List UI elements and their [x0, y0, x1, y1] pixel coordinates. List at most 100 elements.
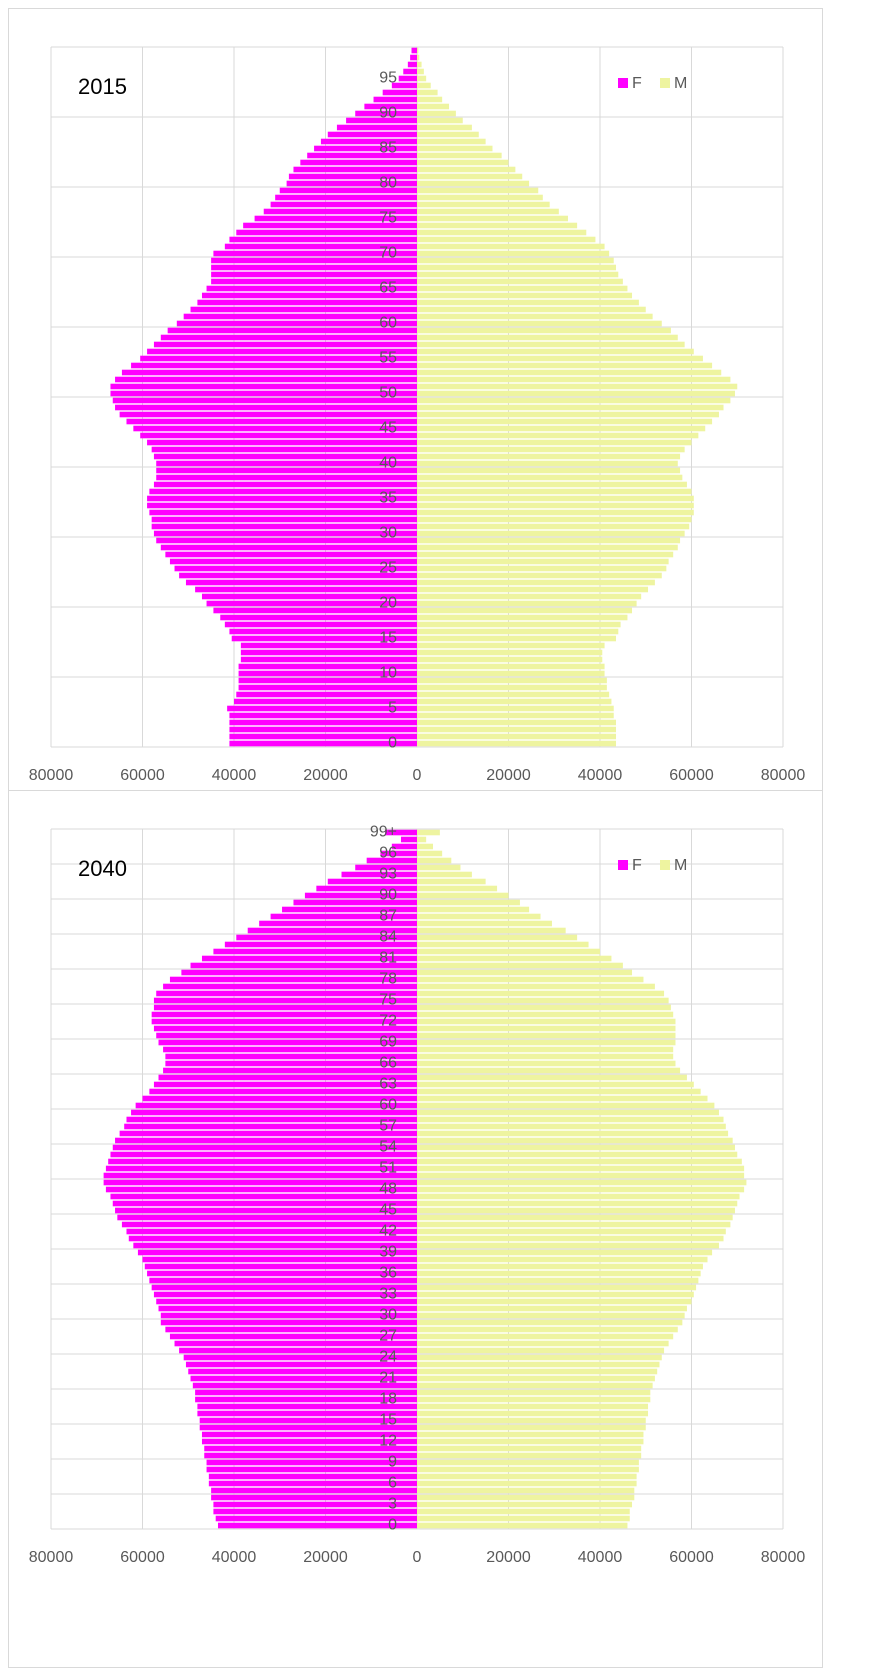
- legend-label: F: [632, 857, 642, 874]
- bar: [417, 1242, 719, 1249]
- bar: [115, 404, 418, 411]
- y-tick-label: 30: [379, 1307, 397, 1324]
- bar: [417, 138, 486, 145]
- bar: [417, 61, 422, 68]
- bar: [149, 1088, 418, 1095]
- bar: [417, 369, 722, 376]
- bar: [417, 1508, 630, 1515]
- bar: [417, 1438, 644, 1445]
- y-tick-label: 50: [379, 385, 397, 402]
- bar: [417, 1102, 715, 1109]
- bar: [400, 836, 417, 843]
- bar: [417, 1452, 642, 1459]
- bar: [417, 467, 681, 474]
- bar: [142, 1095, 417, 1102]
- bar: [417, 1361, 660, 1368]
- bar: [149, 509, 418, 516]
- bar: [238, 677, 417, 684]
- y-tick-label: 20: [379, 595, 397, 612]
- bar: [103, 1172, 418, 1179]
- bar: [417, 1522, 628, 1529]
- bar: [417, 1263, 703, 1270]
- bar: [206, 1466, 417, 1473]
- bar: [417, 1172, 745, 1179]
- bar: [240, 649, 417, 656]
- bar: [229, 719, 417, 726]
- bar: [417, 829, 440, 836]
- bar: [229, 628, 417, 635]
- y-tick-label: 36: [379, 1265, 397, 1282]
- bar: [176, 320, 417, 327]
- bar: [320, 138, 417, 145]
- bar: [304, 892, 417, 899]
- bar: [417, 1109, 719, 1116]
- bar: [417, 341, 685, 348]
- bar: [165, 1060, 417, 1067]
- bar: [417, 313, 653, 320]
- bar: [254, 215, 417, 222]
- x-tick-label: 80000: [761, 1549, 806, 1566]
- bar: [201, 292, 417, 299]
- bar: [417, 962, 623, 969]
- bar: [417, 334, 678, 341]
- bar: [417, 864, 461, 871]
- bar: [417, 579, 655, 586]
- bar: [179, 1347, 417, 1354]
- bar: [211, 278, 417, 285]
- bar: [417, 495, 694, 502]
- bar: [240, 656, 417, 663]
- bar: [240, 642, 417, 649]
- y-tick-label: 0: [388, 735, 397, 752]
- bar: [380, 850, 417, 857]
- bar: [417, 607, 633, 614]
- bar: [199, 1424, 417, 1431]
- bar: [417, 54, 420, 61]
- bar: [417, 1081, 694, 1088]
- bar: [213, 1508, 417, 1515]
- bar: [417, 1424, 646, 1431]
- bar: [160, 1319, 418, 1326]
- bar: [179, 572, 417, 579]
- bar: [110, 1193, 417, 1200]
- bar: [417, 836, 427, 843]
- bar: [115, 1207, 418, 1214]
- x-tick-label: 40000: [212, 1549, 257, 1566]
- bar: [147, 1270, 417, 1277]
- x-tick-label: 20000: [486, 1549, 531, 1566]
- bar: [417, 306, 646, 313]
- bar: [211, 264, 417, 271]
- x-tick-label: 80000: [29, 1549, 74, 1566]
- bar: [140, 432, 417, 439]
- bar: [417, 376, 731, 383]
- bar: [417, 1515, 630, 1522]
- bar: [417, 243, 605, 250]
- bar: [147, 495, 417, 502]
- bar: [108, 1158, 417, 1165]
- bar: [224, 621, 417, 628]
- bar: [181, 969, 417, 976]
- bar: [238, 670, 417, 677]
- y-tick-label: 40: [379, 455, 397, 472]
- bar: [417, 1088, 701, 1095]
- bar: [417, 1298, 692, 1305]
- bar: [211, 1494, 417, 1501]
- bar: [398, 75, 417, 82]
- bar: [417, 600, 637, 607]
- bar: [417, 656, 603, 663]
- y-tick-label: 81: [379, 950, 397, 967]
- bar: [105, 1186, 418, 1193]
- bar: [211, 271, 417, 278]
- bar: [247, 927, 417, 934]
- bar: [417, 1123, 726, 1130]
- bar: [417, 1256, 708, 1263]
- y-tick-label: 10: [379, 665, 397, 682]
- bar: [417, 642, 605, 649]
- x-tick-label: 20000: [303, 767, 348, 784]
- bar: [417, 1368, 658, 1375]
- bar: [215, 1515, 417, 1522]
- bar: [174, 1340, 417, 1347]
- bar: [417, 677, 607, 684]
- bar: [417, 670, 605, 677]
- bar: [131, 362, 417, 369]
